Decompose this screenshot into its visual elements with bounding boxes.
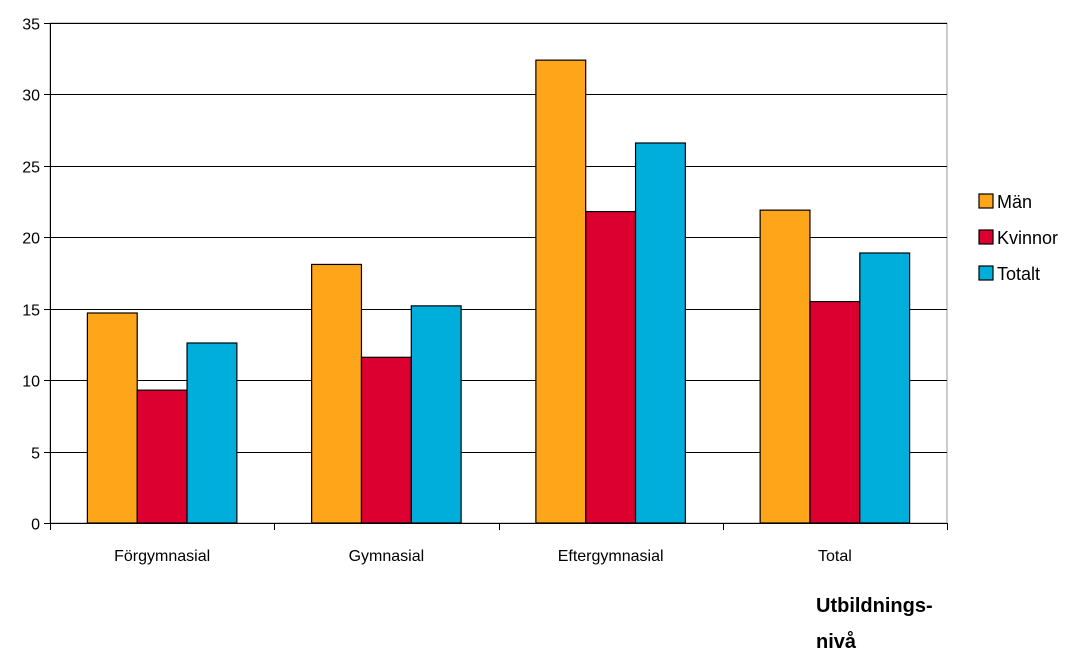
bar-män-2 [535, 59, 587, 524]
bar-kvinnor-0 [136, 389, 188, 524]
bar-totalt-2 [634, 142, 686, 524]
legend-swatch-totalt [978, 265, 994, 281]
bar-kvinnor-3 [809, 300, 861, 524]
y-tick-label-20: 20 [22, 231, 40, 248]
bar-totalt-3 [859, 252, 911, 524]
legend-swatch-män [978, 193, 994, 209]
bar-män-1 [311, 263, 363, 524]
bar-män-3 [759, 209, 811, 524]
legend: Män Kvinnor Totalt [978, 192, 1058, 284]
y-tick-label-15: 15 [22, 303, 40, 320]
bars [86, 59, 911, 524]
y-tick-label-35: 35 [22, 17, 40, 34]
bar-kvinnor-2 [585, 210, 637, 524]
x-tick-label-1: Gymnasial [349, 548, 425, 565]
x-tick-label-2: Eftergymnasial [558, 548, 664, 565]
bar-totalt-0 [186, 342, 238, 524]
y-tick-label-25: 25 [22, 160, 40, 177]
legend-label-totalt: Totalt [997, 264, 1040, 284]
y-tick-label-30: 30 [22, 88, 40, 105]
legend-swatch-kvinnor [978, 229, 994, 245]
bar-totalt-1 [410, 305, 462, 524]
bar-kvinnor-1 [360, 356, 412, 524]
axes: 0 5 10 15 20 25 30 35 Förgymnasial Gymnasial Efter… [22, 17, 948, 565]
x-tick-label-0: Förgymnasial [114, 548, 210, 565]
x-axis-title-line-0: Utbildnings- [816, 595, 933, 617]
y-tick-label-5: 5 [31, 446, 40, 463]
y-tick-label-0: 0 [31, 517, 40, 534]
x-tick-label-3: Total [818, 548, 852, 565]
x-axis-title: Utbildnings-nivå [816, 595, 933, 653]
legend-label-kvinnor: Kvinnor [997, 228, 1058, 248]
bar-män-0 [86, 312, 138, 524]
legend-label-män: Män [997, 192, 1032, 212]
y-tick-label-10: 10 [22, 374, 40, 391]
x-axis-title-line-1: nivå [816, 630, 857, 648]
